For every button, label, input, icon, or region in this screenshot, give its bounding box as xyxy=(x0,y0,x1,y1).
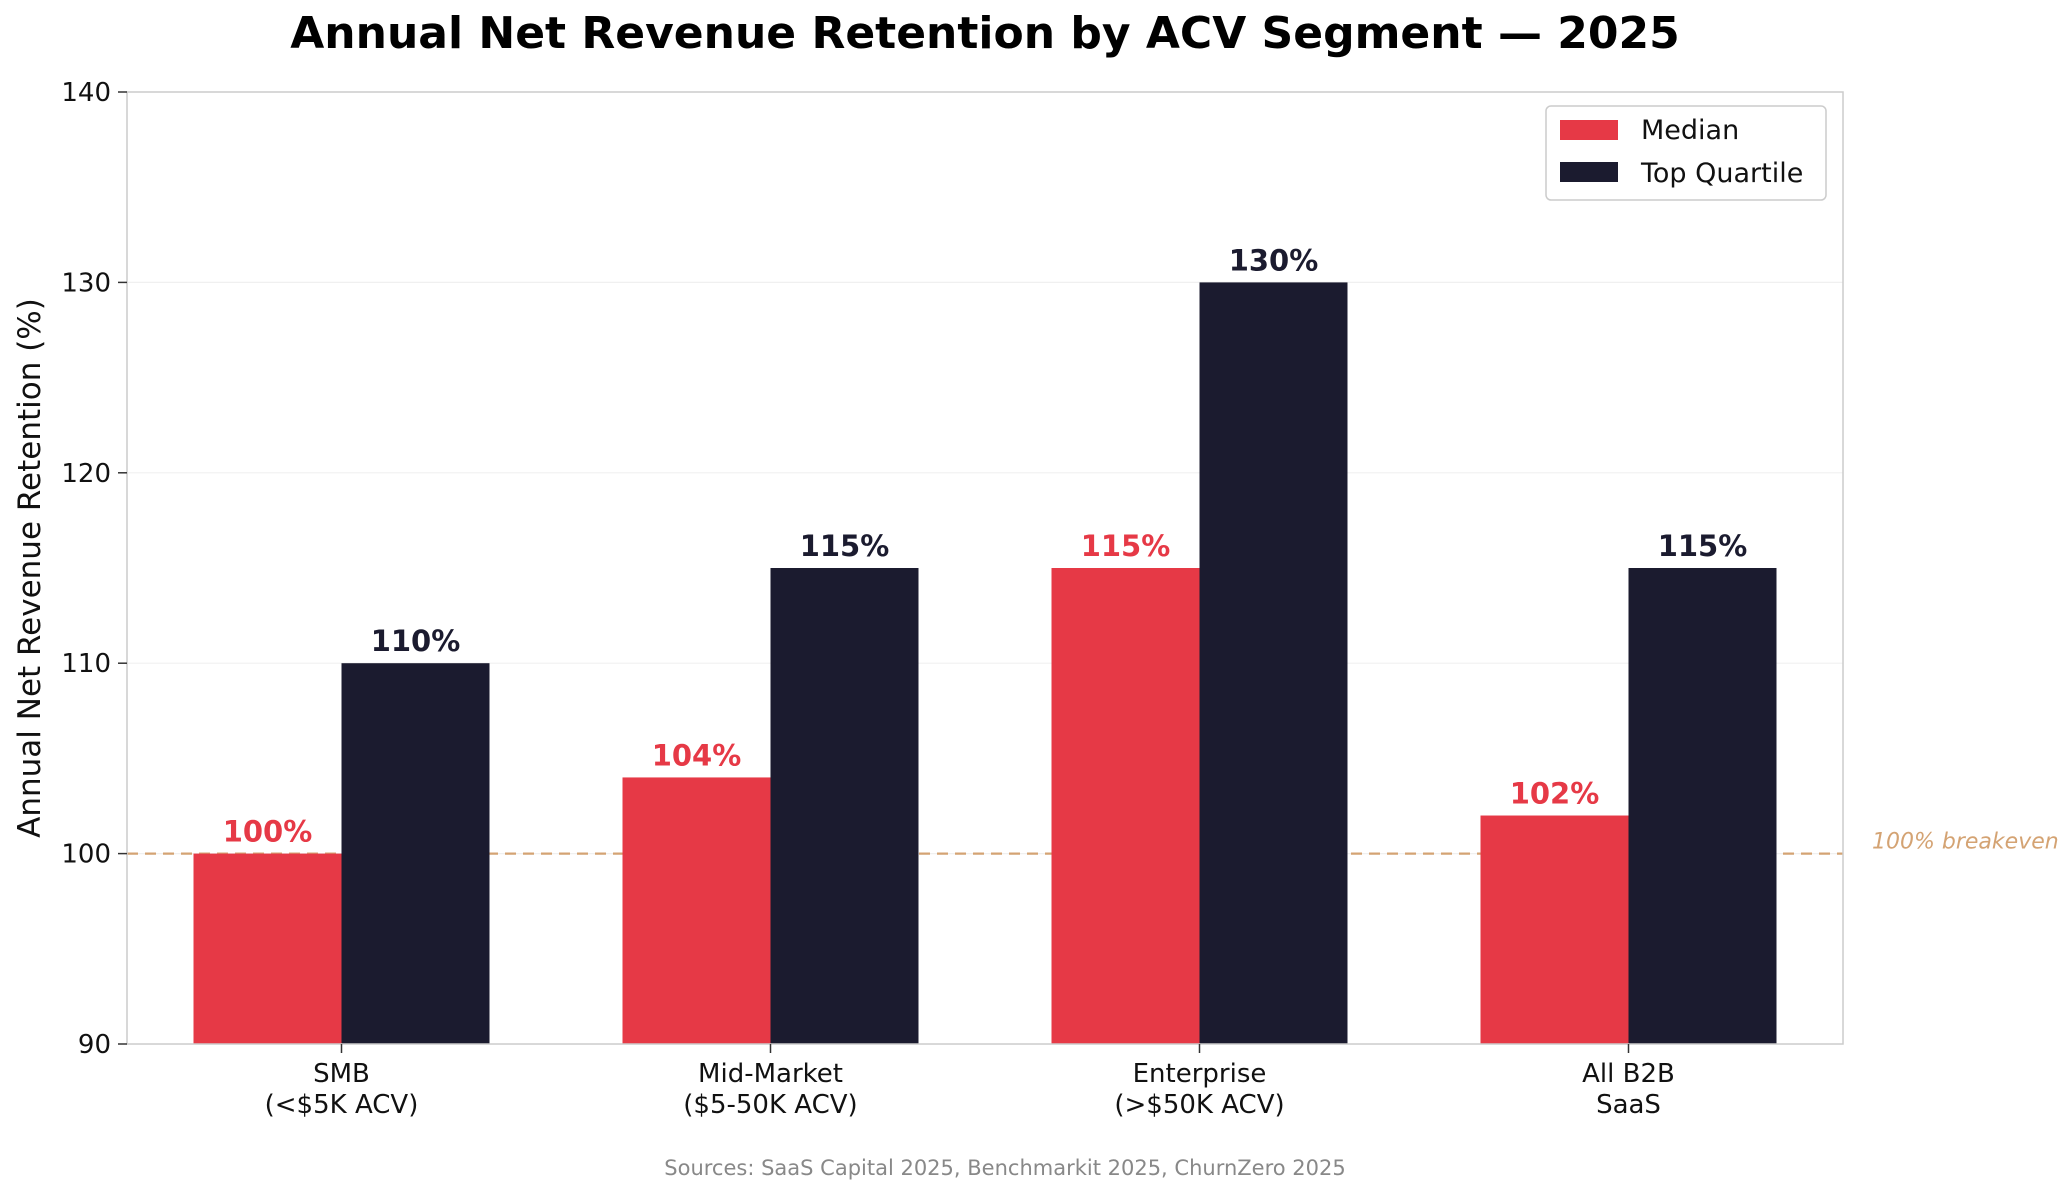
value-label-top-quartile: 115% xyxy=(1658,529,1748,563)
bar-median xyxy=(1480,815,1629,1044)
bar-top-quartile xyxy=(341,663,490,1044)
y-tick-label: 120 xyxy=(61,459,111,489)
x-axis: SMB (<$5K ACV) Mid-Market ($5-50K ACV) Enter… xyxy=(265,1044,1675,1120)
y-tick-label: 100 xyxy=(61,840,111,870)
source-note: Sources: SaaS Capital 2025, Benchmarkit … xyxy=(664,1156,1345,1180)
chart-title: Annual Net Revenue Retention by ACV Segm… xyxy=(290,8,1679,59)
value-label-top-quartile: 110% xyxy=(371,624,461,658)
x-tick-label: SMB (<$5K ACV) xyxy=(265,1059,419,1120)
bar-top-quartile xyxy=(1628,568,1777,1044)
value-label-top-quartile: 130% xyxy=(1229,243,1319,277)
x-tick-label: Enterprise (>$50K ACV) xyxy=(1114,1059,1284,1120)
breakeven-label: 100% breakeven xyxy=(1872,830,2059,855)
y-tick-label: 90 xyxy=(78,1030,111,1060)
y-tick-label: 140 xyxy=(61,78,111,108)
x-tick-label: All B2B SaaS xyxy=(1582,1059,1675,1120)
y-axis: 90 100 110 120 130 140 xyxy=(61,78,127,1060)
bar-median xyxy=(622,777,771,1044)
plot-area-frame xyxy=(126,91,1844,1045)
value-labels: 100% 110% 104% 115% 115% 130% 102% 115% xyxy=(223,243,1748,848)
value-label-top-quartile: 115% xyxy=(800,529,890,563)
bar-top-quartile xyxy=(1199,282,1348,1044)
legend: Median Top Quartile xyxy=(1545,105,1827,201)
x-tick-label: Mid-Market ($5-50K ACV) xyxy=(683,1059,857,1120)
bar-median xyxy=(1051,568,1200,1044)
y-tick-label: 130 xyxy=(61,268,111,298)
value-label-median: 104% xyxy=(652,738,742,772)
legend-label-top-quartile: Top Quartile xyxy=(1640,158,1803,189)
value-label-median: 115% xyxy=(1081,529,1171,563)
legend-label-median: Median xyxy=(1641,115,1739,146)
legend-swatch-median xyxy=(1560,120,1618,140)
y-axis-label: Annual Net Revenue Retention (%) xyxy=(12,298,48,838)
value-label-median: 100% xyxy=(223,815,313,849)
legend-swatch-top-quartile xyxy=(1560,162,1618,182)
bar-top-quartile xyxy=(770,568,919,1044)
bars xyxy=(193,282,1777,1044)
bar-median xyxy=(193,853,342,1044)
value-label-median: 102% xyxy=(1510,777,1600,811)
y-tick-label: 110 xyxy=(61,649,111,679)
